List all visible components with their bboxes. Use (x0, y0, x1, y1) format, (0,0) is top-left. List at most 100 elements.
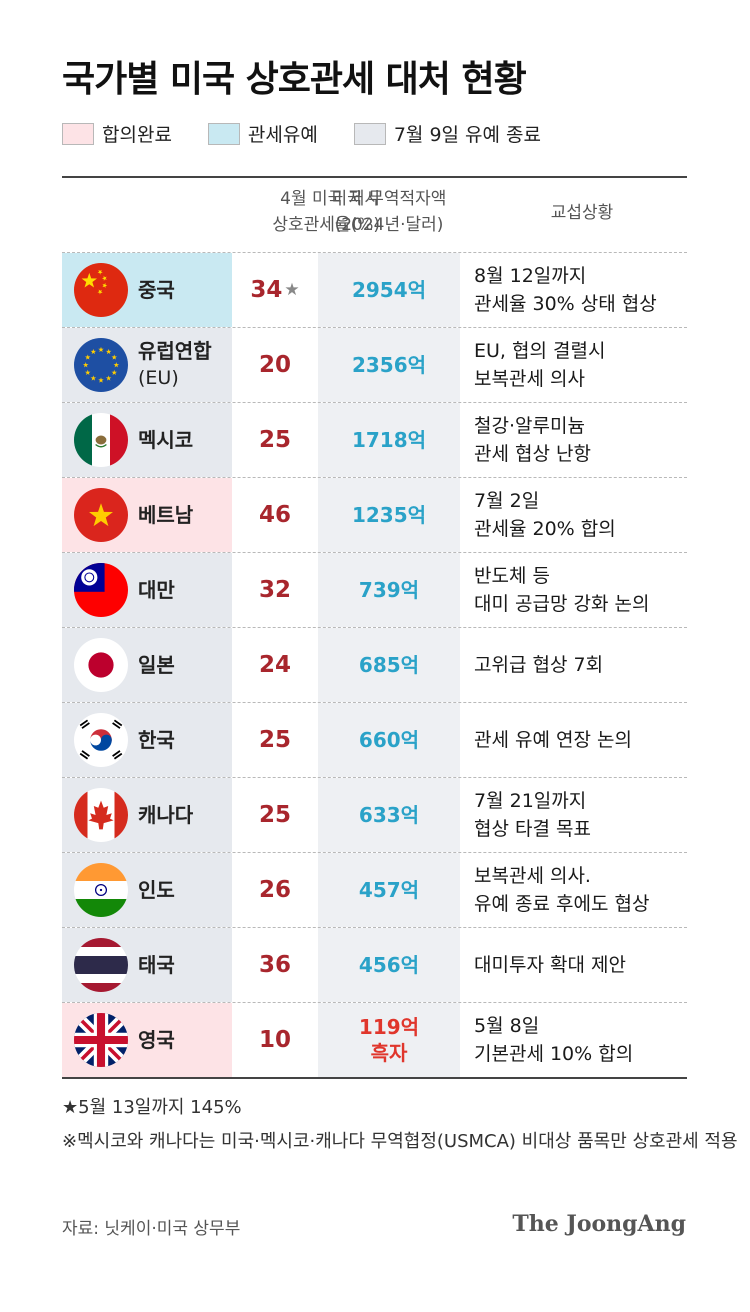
negotiation-status-line2: 대미 공급망 강화 논의 (474, 593, 650, 615)
table-row: 캐나다 25 633억 7월 21일까지 협상 타결 목표 (62, 777, 687, 852)
table-bottom-rule (62, 1077, 687, 1079)
negotiation-status: 보복관세 의사. 유예 종료 후에도 협상 (474, 853, 686, 927)
country-name-text: 태국 (138, 952, 175, 977)
india-flag-icon (74, 863, 128, 917)
trade-deficit-value: 660억 (358, 728, 420, 752)
page-title: 국가별 미국 상호관세 대처 현황 (62, 59, 527, 100)
tariff-rate: 25 (232, 778, 318, 852)
star-marker: ★ (284, 280, 300, 300)
table-row: 유럽연합 (EU) 20 2356억 EU, 협의 결렬시 보복관세 의사 (62, 327, 687, 402)
header-trade-line2: (2024년·달러) (334, 215, 444, 235)
footnote-usmca: ※멕시코와 캐나다는 미국·멕시코·캐나다 무역협정(USMCA) 비대상 품목… (62, 1131, 738, 1152)
tariff-rate: 26 (232, 853, 318, 927)
tariff-rate: 25 (232, 403, 318, 477)
negotiation-status-line2: 유예 종료 후에도 협상 (474, 893, 650, 915)
tariff-rate-value: 26 (258, 877, 291, 903)
thailand-flag-icon (74, 938, 128, 992)
negotiation-status-line2: 관세율 20% 합의 (474, 518, 616, 540)
country-name-text: 중국 (138, 277, 175, 302)
country-name-text: 멕시코 (138, 427, 194, 452)
negotiation-status-line1: 8월 12일까지 (474, 265, 587, 287)
eu-flag-icon (74, 338, 128, 392)
trade-deficit-value: 685억 (358, 653, 420, 677)
korea-flag-icon (74, 713, 128, 767)
legend-label-ended: 7월 9일 유예 종료 (393, 124, 542, 146)
trade-column-background (318, 628, 460, 702)
trade-deficit-value: 739억 (358, 578, 420, 602)
negotiation-status-line1: 7월 21일까지 (474, 790, 587, 812)
tariff-rate-value: 25 (258, 802, 291, 828)
trade-surplus-label: 흑자 (370, 1041, 408, 1065)
trade-column-background (318, 703, 460, 777)
table-row: 중국 34 ★ 2954억 8월 12일까지 관세율 30% 상태 협상 (62, 252, 687, 327)
country-name: 중국 (138, 253, 175, 327)
negotiation-status-line1: 반도체 등 (474, 565, 550, 587)
uk-flag-icon (74, 1013, 128, 1067)
negotiation-status-line2: 협상 타결 목표 (474, 818, 591, 840)
mexico-flag-icon (74, 413, 128, 467)
trade-deficit-value: 457억 (358, 878, 420, 902)
table-body: 중국 34 ★ 2954억 8월 12일까지 관세율 30% 상태 협상 유럽연합 (EU) 2… (62, 252, 687, 1077)
negotiation-status: 대미투자 확대 제안 (474, 928, 686, 1002)
tariff-rate-value: 36 (258, 952, 291, 978)
vietnam-flag-icon (74, 488, 128, 542)
trade-column-background (318, 853, 460, 927)
trade-deficit-value: 456억 (358, 953, 420, 977)
trade-column-background (318, 1003, 460, 1077)
trade-deficit: 633억 (318, 778, 460, 852)
trade-deficit: 2356억 (318, 328, 460, 402)
negotiation-status-line1: 고위급 협상 7회 (474, 654, 604, 676)
trade-deficit: 2954억 (318, 253, 460, 327)
header-trade-line1: 미국 무역적자액 (331, 189, 447, 209)
tariff-table: 4월 미국 제시 상호관세율(%) 미국 무역적자액 (2024년·달러) 교섭… (62, 176, 687, 1079)
header-trade: 미국 무역적자액 (2024년·달러) (318, 186, 460, 238)
header-rate: 4월 미국 제시 상호관세율(%) (234, 186, 380, 238)
table-row: 태국 36 456억 대미투자 확대 제안 (62, 927, 687, 1002)
trade-deficit: 685억 (318, 628, 460, 702)
taiwan-flag-icon (74, 563, 128, 617)
country-name: 한국 (138, 703, 175, 777)
trade-column-background (318, 553, 460, 627)
tariff-rate: 10 (232, 1003, 318, 1077)
japan-flag-icon (74, 638, 128, 692)
negotiation-status-line1: 관세 유예 연장 논의 (474, 729, 632, 751)
tariff-rate: 32 (232, 553, 318, 627)
tariff-rate: 20 (232, 328, 318, 402)
negotiation-status-line1: 철강·알루미늄 (474, 415, 585, 437)
tariff-rate-value: 34 (250, 277, 283, 303)
trade-column-background (318, 778, 460, 852)
tariff-rate-value: 46 (258, 502, 291, 528)
trade-column-background (318, 928, 460, 1002)
trade-deficit: 457억 (318, 853, 460, 927)
tariff-rate-value: 32 (258, 577, 291, 603)
negotiation-status: 관세 유예 연장 논의 (474, 703, 686, 777)
tariff-rate-value: 24 (258, 652, 291, 678)
country-name: 캐나다 (138, 778, 193, 852)
negotiation-status-line1: 대미투자 확대 제안 (474, 954, 626, 976)
trade-column-background (318, 403, 460, 477)
trade-column-background (318, 478, 460, 552)
trade-deficit: 739억 (318, 553, 460, 627)
country-name-text: 유럽연합 (138, 339, 212, 363)
header-status: 교섭상황 (550, 203, 614, 223)
legend-label-deferred: 관세유예 (247, 124, 318, 146)
trade-deficit: 119억 흑자 (318, 1003, 460, 1077)
footnote-star: ★5월 13일까지 145% (62, 1097, 242, 1118)
country-name: 대만 (138, 553, 175, 627)
negotiation-status: EU, 협의 결렬시 보복관세 의사 (474, 328, 686, 402)
legend-swatch-agreed (62, 122, 94, 145)
country-name: 영국 (138, 1003, 175, 1077)
legend-item-ended: 7월 9일 유예 종료 (353, 120, 542, 147)
china-flag-icon (74, 263, 128, 317)
legend: 합의완료 관세유예 7월 9일 유예 종료 (62, 120, 577, 147)
table-row: 멕시코 25 1718억 철강·알루미늄 관세 협상 난항 (62, 402, 687, 477)
legend-item-deferred: 관세유예 (207, 120, 318, 147)
country-name-text: 베트남 (138, 502, 194, 527)
country-name: 멕시코 (138, 403, 193, 477)
negotiation-status-line2: 관세율 30% 상태 협상 (474, 293, 657, 315)
country-name-text: 영국 (138, 1027, 175, 1052)
